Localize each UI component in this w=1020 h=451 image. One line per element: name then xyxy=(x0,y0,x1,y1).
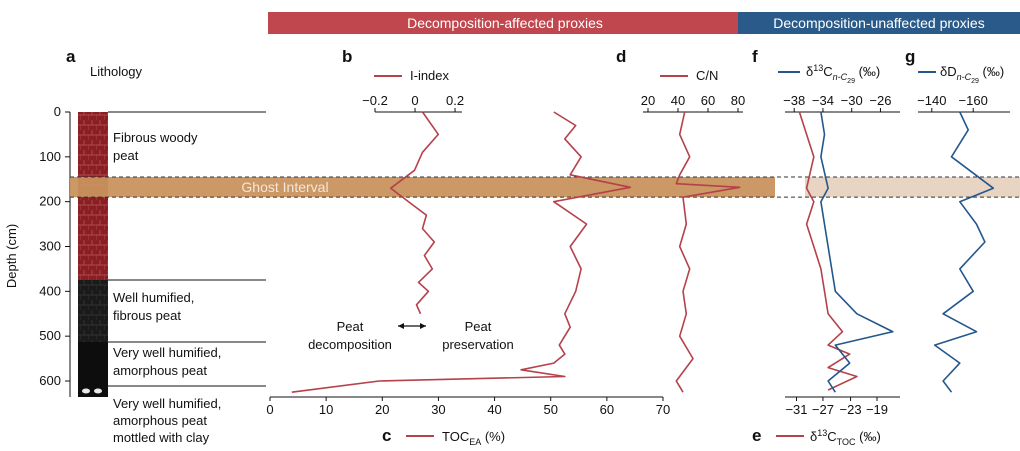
f-tick-label: −26 xyxy=(869,93,891,108)
depth-axis-ticks: 0 100 200 300 400 500 600 xyxy=(39,104,70,388)
lith-unit-4-line-2: amorphous peat xyxy=(113,413,207,428)
g-tick-label: −140 xyxy=(917,93,946,108)
b-tick-label: −0.2 xyxy=(362,93,388,108)
panel-letter-f: f xyxy=(752,47,758,66)
series-e xyxy=(798,111,858,391)
depth-tick-label: 200 xyxy=(39,194,61,209)
series-f xyxy=(820,111,894,393)
g-tick-label: −160 xyxy=(959,93,988,108)
series-d xyxy=(675,111,741,393)
legend-i-index: I-index xyxy=(374,68,450,83)
panel-letter-g: g xyxy=(905,47,915,66)
ghost-interval-band-light xyxy=(805,177,1020,198)
c-tick-label: 30 xyxy=(431,402,445,417)
panel-letter-e: e xyxy=(752,426,761,445)
panel-letter-a: a xyxy=(66,47,76,66)
c-tick-label: 20 xyxy=(375,402,389,417)
lith-unit-3-line-1: Very well humified, xyxy=(113,345,221,360)
legend-d13c-toc: δ13CTOC (‰) xyxy=(776,428,881,447)
legend-dd-nc29: δDn-C29 (‰) xyxy=(918,64,1004,85)
lithology-unit-amorphous xyxy=(78,342,108,386)
lithology-unit-clay xyxy=(78,386,108,397)
lithology-unit-fibrous xyxy=(78,280,108,342)
depth-tick-label: 300 xyxy=(39,239,61,254)
c-tick-label: 0 xyxy=(266,402,273,417)
series-c xyxy=(291,111,632,393)
svg-text:δ13CTOC (‰): δ13CTOC (‰) xyxy=(810,428,881,447)
legend-cn: C/N xyxy=(660,68,718,83)
svg-text:Peat: Peat xyxy=(337,319,364,334)
d-tick-label: 60 xyxy=(701,93,715,108)
lith-unit-2-line-1: Well humified, xyxy=(113,290,194,305)
svg-text:I-index: I-index xyxy=(410,68,450,83)
f-tick-label: −34 xyxy=(812,93,834,108)
b-tick-label: 0 xyxy=(411,93,418,108)
lithology-labels: Fibrous woody peat Well humified, fibrou… xyxy=(113,130,221,445)
ghost-interval-band xyxy=(70,177,775,198)
f-tick-label: −38 xyxy=(783,93,805,108)
unaffected-banner-label: Decomposition-unaffected proxies xyxy=(773,15,984,31)
depth-tick-label: 0 xyxy=(54,104,61,119)
legend-toc: TOCEA (%) xyxy=(406,429,505,447)
svg-text:C/N: C/N xyxy=(696,68,718,83)
panel-letter-d: d xyxy=(616,47,626,66)
panel-letter-c: c xyxy=(382,426,391,445)
lith-unit-2-line-2: fibrous peat xyxy=(113,308,181,323)
c-tick-label: 70 xyxy=(656,402,670,417)
legend-d13c-nc29: δ13Cn-C29 (‰) xyxy=(778,63,880,85)
svg-text:TOCEA (%): TOCEA (%) xyxy=(442,429,505,447)
depth-tick-label: 500 xyxy=(39,328,61,343)
b-tick-label: 0.2 xyxy=(446,93,464,108)
svg-text:δDn-C29 (‰): δDn-C29 (‰) xyxy=(940,64,1004,85)
svg-text:Peat: Peat xyxy=(465,319,492,334)
e-tick-label: −27 xyxy=(812,402,834,417)
svg-text:δ13Cn-C29 (‰): δ13Cn-C29 (‰) xyxy=(806,63,880,85)
d-tick-label: 80 xyxy=(731,93,745,108)
c-tick-label: 10 xyxy=(319,402,333,417)
depth-tick-label: 600 xyxy=(39,373,61,388)
affected-banner-label: Decomposition-affected proxies xyxy=(407,15,603,31)
lith-unit-3-line-2: amorphous peat xyxy=(113,363,207,378)
lith-unit-4-line-1: Very well humified, xyxy=(113,396,221,411)
svg-text:preservation: preservation xyxy=(442,337,514,352)
e-tick-label: −31 xyxy=(785,402,807,417)
peat-annotation: Peat decomposition Peat preservation xyxy=(308,319,514,352)
lith-unit-1-line-2: peat xyxy=(113,148,139,163)
lithology-title: Lithology xyxy=(90,64,143,79)
f-tick-label: −30 xyxy=(841,93,863,108)
svg-text:decomposition: decomposition xyxy=(308,337,392,352)
ghost-interval-label: Ghost Interval xyxy=(241,179,328,195)
depth-axis-label: Depth (cm) xyxy=(4,224,19,288)
panel-letter-b: b xyxy=(342,47,352,66)
depth-tick-label: 400 xyxy=(39,283,61,298)
depth-tick-label: 100 xyxy=(39,149,61,164)
affected-banner xyxy=(268,12,738,34)
d-tick-label: 20 xyxy=(641,93,655,108)
lith-unit-1-line-1: Fibrous woody xyxy=(113,130,198,145)
c-tick-label: 60 xyxy=(600,402,614,417)
lith-unit-4-line-3: mottled with clay xyxy=(113,430,210,445)
e-tick-label: −23 xyxy=(840,402,862,417)
d-tick-label: 40 xyxy=(671,93,685,108)
series-b xyxy=(389,111,440,315)
lithology-column xyxy=(78,112,108,397)
c-tick-label: 40 xyxy=(487,402,501,417)
e-tick-label: −19 xyxy=(866,402,888,417)
unaffected-banner xyxy=(738,12,1020,34)
c-tick-label: 50 xyxy=(543,402,557,417)
series-g xyxy=(933,111,995,393)
